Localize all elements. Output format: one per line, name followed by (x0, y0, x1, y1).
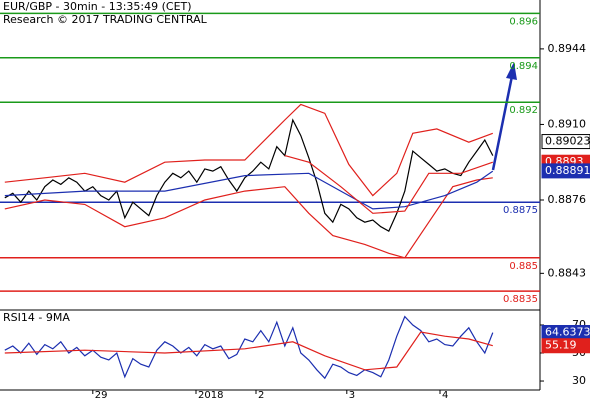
x-tick-label: 3 (349, 390, 355, 400)
series-line (4, 170, 494, 210)
level-label: 0.8835 (503, 294, 538, 305)
price-marker (541, 134, 590, 150)
x-tick-label: 2 (258, 390, 264, 400)
level-label: 0.885 (509, 261, 538, 272)
x-tick-label: 29 (95, 390, 108, 400)
arrow-head (506, 62, 517, 80)
y-tick-label: 0.8876 (548, 193, 587, 206)
price-marker-label: 55.19 (545, 339, 577, 352)
series-line (4, 331, 493, 371)
y-tick-label: 30 (572, 374, 586, 387)
panel-title: RSI14 - 9MA (3, 311, 70, 324)
projection-arrow (491, 75, 514, 171)
y-tick-label: 0.8944 (548, 42, 587, 55)
x-tick-label: 2018 (198, 390, 223, 400)
price-marker-label: 0.89023 (545, 135, 590, 148)
y-tick-label: 0.8843 (548, 266, 587, 279)
series-line (284, 155, 493, 214)
x-tick-label: 4 (442, 390, 448, 400)
price-marker-label: 0.88891 (545, 164, 590, 177)
level-label: 0.8875 (503, 205, 538, 216)
series-line (4, 118, 494, 232)
series-line (4, 315, 494, 380)
level-label: 0.892 (509, 105, 538, 116)
series-line (4, 177, 493, 259)
y-tick-label: 0.8910 (548, 117, 587, 130)
chart-subtitle: Research © 2017 TRADING CENTRAL (3, 13, 208, 26)
level-label: 0.894 (509, 61, 538, 72)
price-marker (541, 163, 590, 179)
price-marker (541, 338, 590, 354)
level-label: 0.896 (509, 16, 538, 27)
chart-title: EUR/GBP - 30min - 13:35:49 (CET) (3, 0, 192, 13)
price-marker-label: 64.6373 (545, 326, 590, 339)
series-line (4, 103, 494, 197)
